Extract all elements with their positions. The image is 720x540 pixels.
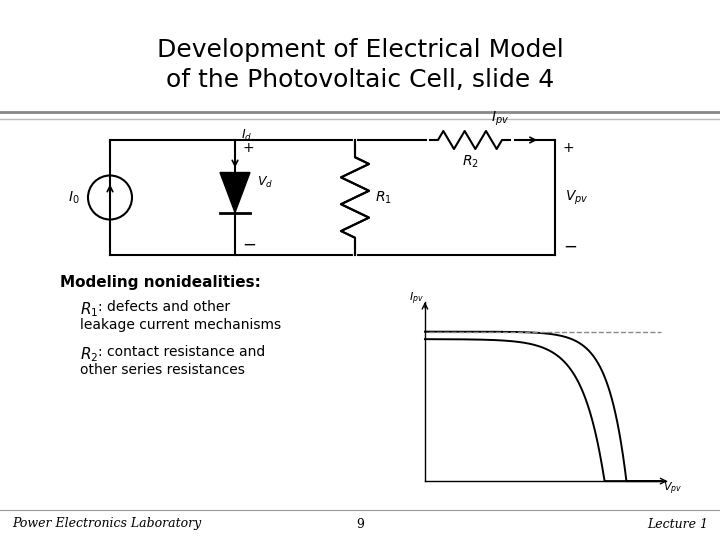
Text: : contact resistance and: : contact resistance and: [98, 345, 265, 359]
Text: $R_1$: $R_1$: [375, 190, 392, 206]
Text: $R_2$: $R_2$: [80, 345, 98, 364]
Text: $R_2$: $R_2$: [462, 154, 478, 171]
Text: Development of Electrical Model: Development of Electrical Model: [157, 38, 563, 62]
Text: other series resistances: other series resistances: [80, 363, 245, 377]
Text: of the Photovoltaic Cell, slide 4: of the Photovoltaic Cell, slide 4: [166, 68, 554, 92]
Text: +: +: [563, 141, 575, 155]
Text: Power Electronics Laboratory: Power Electronics Laboratory: [12, 517, 202, 530]
Text: $I_d$: $I_d$: [241, 127, 252, 143]
Text: $I_{pv}$: $I_{pv}$: [491, 110, 509, 128]
Text: leakage current mechanisms: leakage current mechanisms: [80, 318, 281, 332]
Text: 9: 9: [356, 517, 364, 530]
Text: $V_{pv}$: $V_{pv}$: [663, 481, 682, 497]
Text: −: −: [242, 236, 256, 254]
Text: $V_{pv}$: $V_{pv}$: [565, 188, 588, 207]
Text: $V_d$: $V_d$: [257, 175, 273, 190]
Text: Lecture 1: Lecture 1: [647, 517, 708, 530]
Text: −: −: [563, 238, 577, 256]
Text: $I_{pv}$: $I_{pv}$: [409, 291, 423, 307]
Text: $I_0$: $I_0$: [68, 190, 80, 206]
Text: : defects and other: : defects and other: [98, 300, 230, 314]
Text: +: +: [242, 141, 253, 155]
Polygon shape: [220, 172, 250, 213]
Text: Modeling nonidealities:: Modeling nonidealities:: [60, 275, 261, 290]
Text: $R_1$: $R_1$: [80, 300, 99, 319]
